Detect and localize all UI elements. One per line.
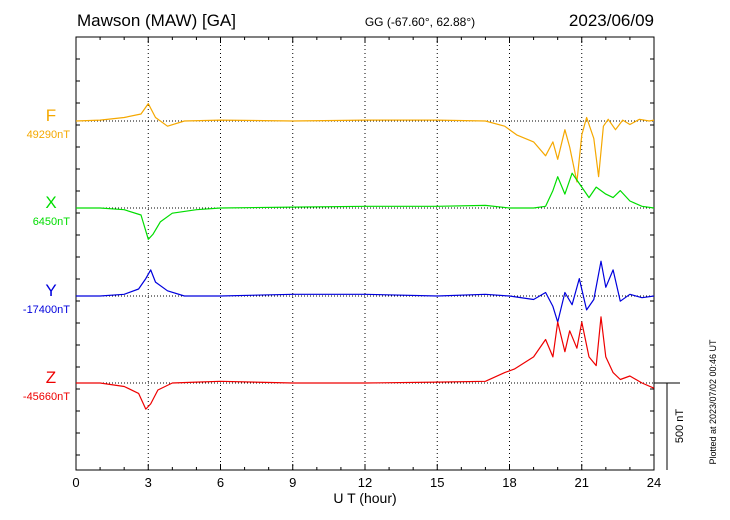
scale-bar-label: 500 nT [674, 409, 686, 444]
series-labels: F 49290nT X 6450nT Y -17400nT Z -45660nT [23, 106, 70, 403]
series-line-z [76, 316, 655, 410]
series-baseline-label-y: -17400nT [23, 304, 70, 316]
series-line-y [76, 260, 655, 323]
series-name-f: F [46, 106, 56, 125]
axis-ticks [75, 37, 655, 470]
series-baseline-label-z: -45660nT [23, 391, 70, 403]
plotted-timestamp: Plotted at 2023/07/02 00:46 UT [708, 339, 718, 465]
x-tick-label: 18 [502, 475, 516, 490]
grid-lines [147, 37, 583, 470]
x-tick-label: 24 [647, 475, 661, 490]
x-tick-label: 9 [289, 475, 296, 490]
series-lines [75, 102, 655, 410]
scale-bar: 500 nT [654, 382, 686, 470]
series-name-x: X [45, 193, 56, 212]
x-tick-label: 0 [72, 475, 79, 490]
x-tick-labels: 0 3 6 9 12 15 18 21 24 [72, 475, 661, 490]
series-name-y: Y [45, 281, 56, 300]
x-tick-label: 6 [217, 475, 224, 490]
station-title: Mawson (MAW) [GA] [77, 11, 236, 30]
x-tick-label: 12 [358, 475, 372, 490]
series-line-x [76, 172, 655, 240]
series-baseline-label-f: 49290nT [27, 129, 71, 141]
series-baseline-label-x: 6450nT [33, 216, 71, 228]
x-tick-label: 3 [145, 475, 152, 490]
series-name-z: Z [46, 368, 56, 387]
date-label: 2023/06/09 [569, 11, 654, 30]
x-tick-label: 15 [430, 475, 444, 490]
x-tick-label: 21 [575, 475, 589, 490]
coordinates-label: GG (-67.60°, 62.88°) [365, 15, 475, 29]
x-axis-label: U T (hour) [333, 490, 396, 506]
series-line-f [75, 102, 655, 183]
